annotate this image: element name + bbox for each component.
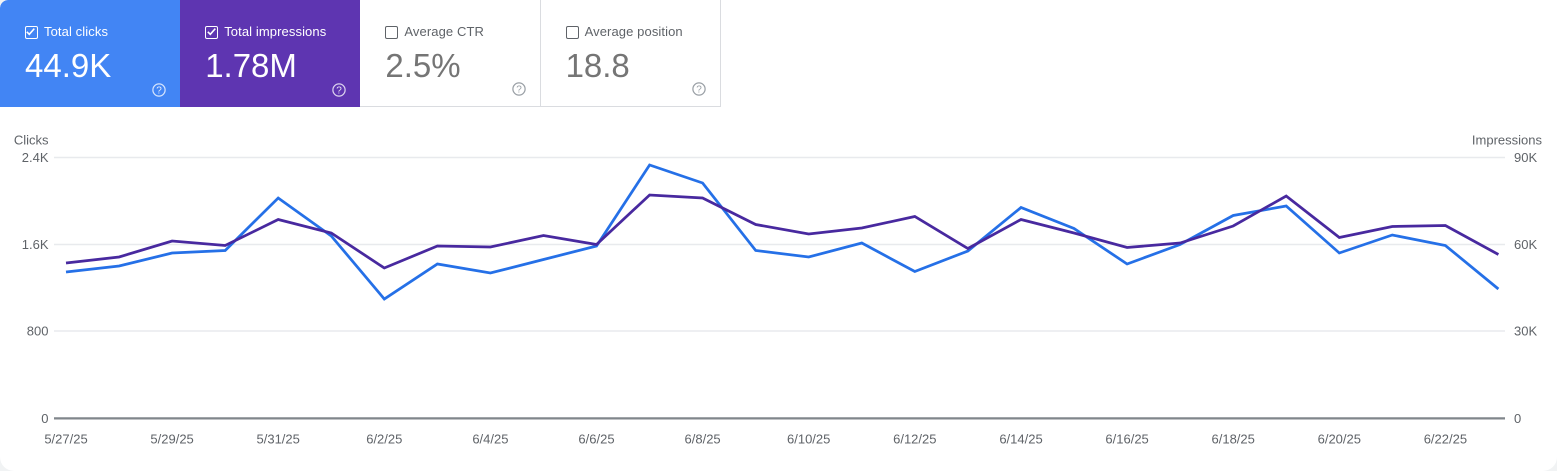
- svg-text:6/20/25: 6/20/25: [1318, 432, 1361, 447]
- svg-text:6/12/25: 6/12/25: [893, 432, 936, 447]
- svg-text:?: ?: [696, 84, 702, 95]
- svg-text:0: 0: [41, 411, 48, 426]
- svg-text:6/22/25: 6/22/25: [1424, 432, 1467, 447]
- svg-text:?: ?: [156, 85, 162, 96]
- svg-text:?: ?: [337, 85, 343, 96]
- svg-text:90K: 90K: [1514, 150, 1537, 165]
- svg-text:800: 800: [27, 324, 49, 339]
- svg-text:6/6/25: 6/6/25: [578, 432, 614, 447]
- svg-text:6/16/25: 6/16/25: [1105, 432, 1148, 447]
- svg-text:?: ?: [516, 84, 522, 95]
- svg-text:6/4/25: 6/4/25: [472, 432, 508, 447]
- svg-text:30K: 30K: [1514, 324, 1537, 339]
- svg-text:5/31/25: 5/31/25: [257, 432, 300, 447]
- svg-text:5/27/25: 5/27/25: [44, 432, 87, 447]
- svg-text:Clicks: Clicks: [14, 133, 49, 148]
- svg-text:6/14/25: 6/14/25: [999, 432, 1042, 447]
- svg-text:6/2/25: 6/2/25: [366, 432, 402, 447]
- svg-text:0: 0: [1514, 411, 1521, 426]
- svg-text:6/18/25: 6/18/25: [1212, 432, 1255, 447]
- svg-text:6/10/25: 6/10/25: [787, 432, 830, 447]
- svg-text:60K: 60K: [1514, 237, 1537, 252]
- svg-text:2.4K: 2.4K: [22, 150, 49, 165]
- svg-text:1.6K: 1.6K: [22, 237, 49, 252]
- svg-text:Impressions: Impressions: [1472, 133, 1543, 148]
- svg-text:5/29/25: 5/29/25: [150, 432, 193, 447]
- svg-text:6/8/25: 6/8/25: [685, 432, 721, 447]
